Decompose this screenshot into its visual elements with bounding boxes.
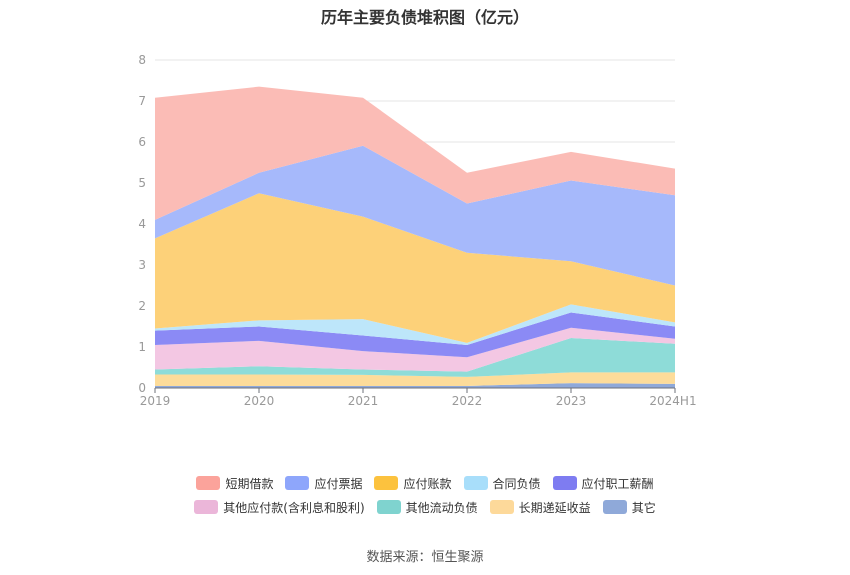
legend-row: 短期借款 应付票据 应付账款 合同负债 应付职工薪酬 [150, 471, 700, 495]
legend-item[interactable]: 应付票据 [285, 475, 362, 492]
legend-swatch [602, 500, 627, 514]
area-series [155, 86, 675, 388]
x-tick-label: 2019 [140, 394, 171, 408]
legend-item[interactable]: 应付账款 [374, 475, 452, 492]
chart-title: 历年主要负债堆积图（亿元） [320, 8, 529, 27]
legend-item[interactable]: 其它 [602, 499, 656, 516]
x-tick-label: 2024H1 [649, 394, 696, 408]
legend-swatch [285, 476, 310, 490]
area-series-应付票据 [155, 145, 675, 286]
legend-item[interactable]: 其他应付款(含利息和股利) [194, 499, 365, 516]
y-tick-label: 6 [138, 135, 146, 149]
area-series-其他应付款(含利息和股利) [155, 327, 675, 372]
y-tick-label: 4 [138, 217, 146, 231]
legend-label: 短期借款 [225, 476, 274, 491]
x-tick-label: 2022 [452, 394, 483, 408]
axes: 0 1 2 3 4 5 6 7 8 2019 2020 2021 2022 2023 2024H1 [138, 53, 696, 408]
legend-item[interactable]: 长期递延收益 [489, 499, 591, 516]
legend: 短期借款 应付票据 应付账款 合同负债 应付职工薪酬其他应付款(含利息和股利) 其他流动负… [150, 471, 700, 519]
y-tick-label: 8 [138, 53, 146, 67]
legend-swatch [376, 500, 401, 514]
area-series-其他流动负债 [155, 337, 675, 377]
area-series-其它 [155, 383, 675, 388]
legend-label: 合同负债 [492, 476, 541, 491]
area-series-长期递延收益 [155, 372, 675, 386]
x-tick-label: 2020 [244, 394, 275, 408]
legend-item[interactable]: 合同负债 [463, 475, 541, 492]
legend-label: 应付账款 [403, 476, 452, 491]
legend-swatch [374, 476, 399, 490]
y-tick-label: 1 [138, 340, 146, 354]
y-tick-label: 2 [138, 299, 146, 313]
legend-swatch [196, 476, 221, 490]
area-series-合同负债 [155, 304, 675, 345]
legend-label: 其它 [631, 500, 656, 515]
y-tick-label: 3 [138, 258, 146, 272]
legend-label: 应付票据 [314, 476, 363, 491]
legend-swatch [194, 500, 219, 514]
stacked-area-chart: 0 1 2 3 4 5 6 7 8 2019 2020 2021 2022 2023 2024H1 [138, 53, 696, 408]
y-tick-label: 7 [138, 94, 146, 108]
legend-swatch [489, 500, 514, 514]
legend-label: 长期递延收益 [518, 500, 591, 515]
x-tick-label: 2023 [556, 394, 587, 408]
legend-label: 应付职工薪酬 [581, 476, 654, 491]
area-series-应付职工薪酬 [155, 312, 675, 358]
source-note: 数据来源：恒生聚源 [366, 550, 484, 565]
legend-item[interactable]: 应付职工薪酬 [552, 475, 654, 492]
legend-label: 其他应付款(含利息和股利) [223, 500, 365, 515]
legend-item[interactable]: 其他流动负债 [376, 499, 478, 516]
legend-swatch [463, 476, 488, 490]
area-series-应付账款 [155, 193, 675, 343]
legend-label: 其他流动负债 [405, 500, 478, 515]
y-tick-label: 0 [138, 381, 146, 395]
y-tick-label: 5 [138, 176, 146, 190]
legend-row: 其他应付款(含利息和股利) 其他流动负债 长期递延收益 其它 [150, 495, 700, 519]
x-tick-label: 2021 [348, 394, 379, 408]
legend-swatch [552, 476, 577, 490]
legend-item[interactable]: 短期借款 [196, 475, 273, 492]
area-series-短期借款 [155, 86, 675, 220]
